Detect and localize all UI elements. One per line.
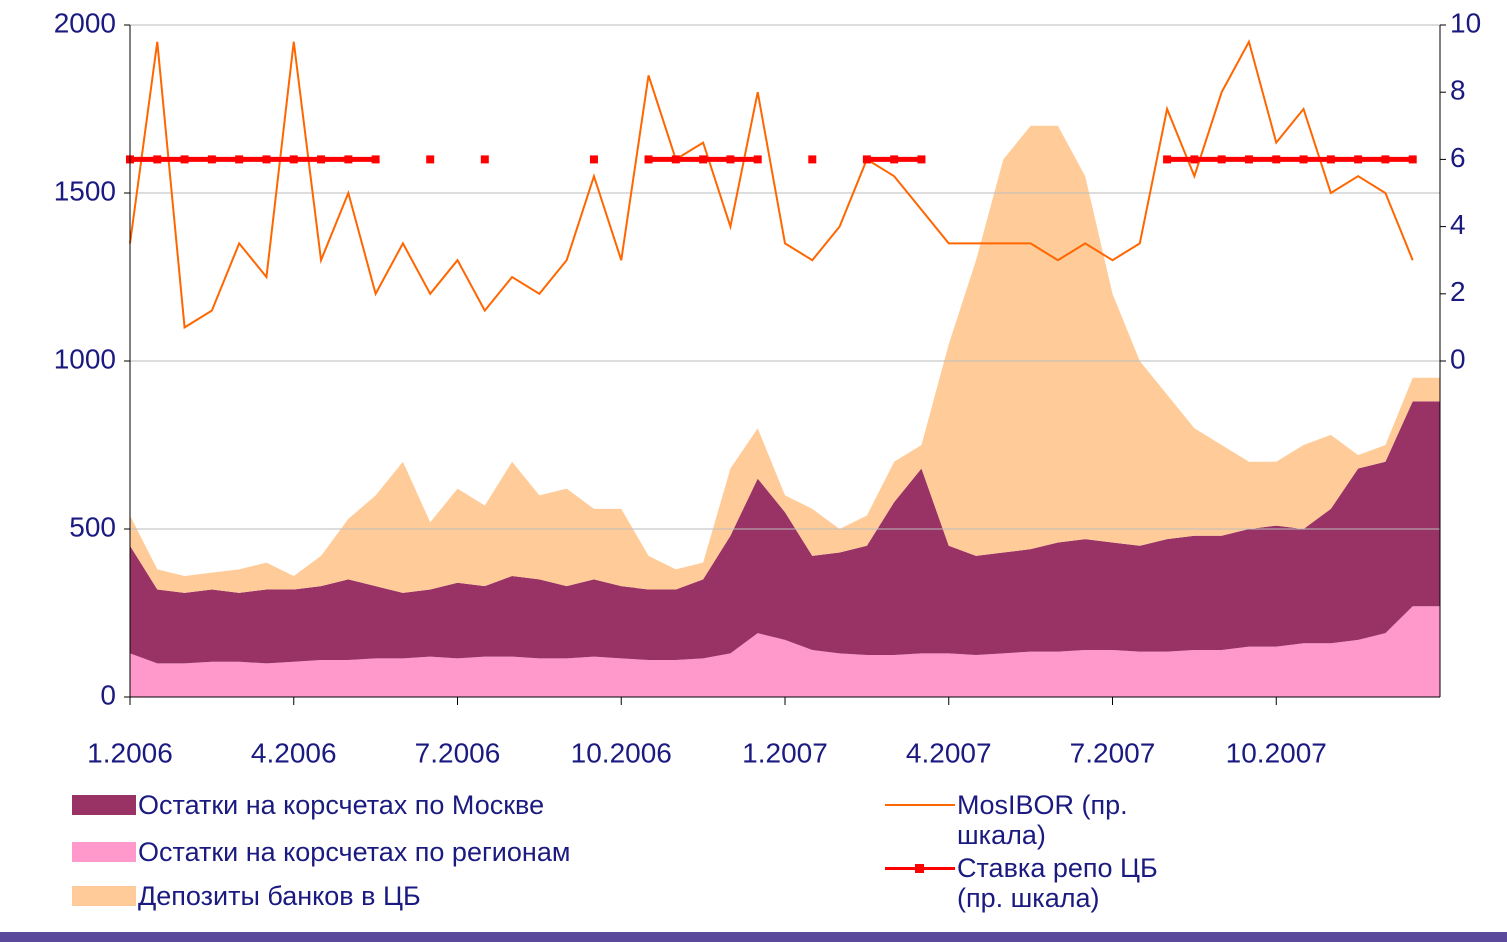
marker	[1299, 155, 1308, 164]
area	[130, 606, 1440, 697]
marker	[426, 155, 435, 164]
x-tick-label: 1.2007	[742, 737, 828, 768]
area	[130, 125, 1440, 593]
legend-label: Остатки на корсчетах по регионам	[138, 837, 571, 867]
x-tick-label: 10.2007	[1226, 737, 1327, 768]
y2-tick-label: 2	[1450, 276, 1466, 307]
marker	[1190, 155, 1199, 164]
legend-marker	[915, 864, 924, 873]
marker	[917, 155, 926, 164]
x-tick-label: 7.2006	[415, 737, 501, 768]
marker	[1163, 155, 1172, 164]
x-tick-label: 7.2007	[1070, 737, 1156, 768]
marker	[344, 155, 353, 164]
marker	[317, 155, 326, 164]
legend-label: Остатки на корсчетах по Москве	[138, 790, 545, 820]
marker	[180, 155, 189, 164]
marker	[1354, 155, 1363, 164]
y2-tick-label: 4	[1450, 209, 1466, 240]
marker	[371, 155, 380, 164]
legend-label: Ставка репо ЦБ (пр. шкала)	[957, 853, 1158, 913]
marker	[480, 155, 489, 164]
area	[130, 401, 1440, 664]
marker	[153, 155, 162, 164]
x-tick-label: 1.2006	[87, 737, 173, 768]
legend-label: MosIBOR (пр. шкала)	[957, 790, 1128, 850]
y-tick-label: 1500	[54, 175, 116, 206]
marker	[671, 155, 680, 164]
legend-line	[885, 804, 955, 806]
marker	[1326, 155, 1335, 164]
x-tick-label: 4.2007	[906, 737, 992, 768]
y-tick-label: 1000	[54, 343, 116, 374]
legend-swatch	[72, 795, 136, 815]
y-tick-label: 2000	[54, 7, 116, 38]
marker	[235, 155, 244, 164]
marker	[890, 155, 899, 164]
y2-tick-label: 8	[1450, 75, 1466, 106]
marker	[1272, 155, 1281, 164]
y2-tick-label: 0	[1450, 343, 1466, 374]
marker	[1408, 155, 1417, 164]
marker	[726, 155, 735, 164]
legend-label: Депозиты банков в ЦБ	[138, 881, 421, 911]
legend-swatch	[72, 842, 136, 862]
x-tick-label: 10.2006	[571, 737, 672, 768]
marker	[1381, 155, 1390, 164]
marker	[289, 155, 298, 164]
y-tick-label: 0	[100, 679, 116, 710]
marker	[1244, 155, 1253, 164]
x-tick-label: 4.2006	[251, 737, 337, 768]
marker	[589, 155, 598, 164]
y2-tick-label: 6	[1450, 142, 1466, 173]
footer-bar	[0, 932, 1507, 942]
line	[129, 39, 1414, 330]
y-tick-label: 500	[69, 511, 116, 542]
marker	[753, 155, 762, 164]
legend-swatch	[72, 886, 136, 906]
marker	[262, 155, 271, 164]
marker	[1217, 155, 1226, 164]
marker	[644, 155, 653, 164]
y2-tick-label: 10	[1450, 7, 1481, 38]
marker	[808, 155, 817, 164]
marker	[699, 155, 708, 164]
marker	[207, 155, 216, 164]
marker	[862, 155, 871, 164]
